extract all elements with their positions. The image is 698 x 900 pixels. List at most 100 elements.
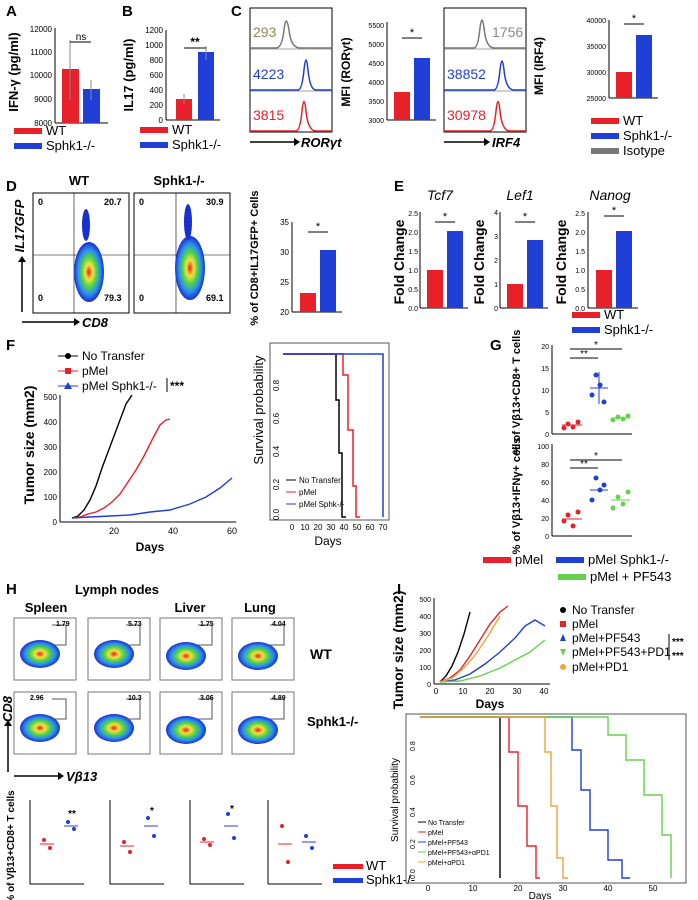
quad-val: 20.7 bbox=[104, 197, 122, 207]
tick: 0.8 bbox=[272, 379, 281, 391]
arrow-right-icon bbox=[484, 138, 490, 146]
tick: 30 bbox=[513, 687, 522, 696]
flow-val: 3.06 bbox=[200, 695, 214, 702]
panel-c-mfi-ror-bar-ko bbox=[414, 58, 430, 120]
tick: 0.4 bbox=[272, 445, 281, 457]
panel-f-surv-legend: No Transfer bbox=[299, 476, 341, 485]
panel-i-legend: pMel+PD1 bbox=[572, 660, 629, 674]
panel-d-flow-wt-density bbox=[74, 242, 104, 302]
panel-e-lef1-bar-wt bbox=[507, 284, 523, 308]
tick: 30 bbox=[327, 523, 336, 532]
tick: 5 bbox=[545, 410, 549, 417]
panel-c-ror-ko-curve bbox=[250, 59, 332, 91]
tick: 0.5 bbox=[575, 287, 585, 294]
panel-c-ror-wt-curve bbox=[250, 100, 332, 132]
panel-e-ylabel: Fold Change bbox=[391, 219, 407, 304]
tick: 500 bbox=[44, 393, 58, 402]
panel-e: E Tcf7 Fold Change 0.0 0.5 1.0 1.5 2.0 2… bbox=[391, 178, 653, 337]
panel-e-gene-lef1: Lef1 bbox=[506, 187, 533, 203]
panel-i-curve-pd1 bbox=[439, 615, 501, 683]
panel-c-legend-ko: Sphk1-/- bbox=[623, 128, 672, 143]
tick: 0 bbox=[427, 682, 431, 689]
panel-i-curve-pf543-pd1 bbox=[439, 639, 546, 683]
tick: 40 bbox=[340, 523, 349, 532]
panel-i-ylabel: Tumor size (mm2) bbox=[390, 591, 406, 710]
panel-g-legend: pMel + PF543 bbox=[590, 569, 671, 584]
panel-letter-a: A bbox=[6, 3, 17, 20]
legend-swatch bbox=[591, 133, 619, 139]
tick: 0.0 bbox=[410, 869, 417, 879]
panel-c-mfi-ror-ticks: 3000 3500 4000 4500 5000 5500 bbox=[368, 23, 384, 125]
arrow-up-icon bbox=[18, 256, 26, 262]
panel-h-xlabel: Vβ13 bbox=[66, 769, 98, 784]
panel-h-organ: Spleen bbox=[25, 600, 68, 615]
arrow-right-icon bbox=[294, 138, 300, 146]
panel-e-nanog-sig: * bbox=[612, 205, 617, 217]
panel-i-surv-legend: pMel+PF543 bbox=[428, 840, 468, 847]
tick: 20 bbox=[541, 344, 549, 351]
panel-f: F No Transfer pMel pMel Sphk1-/- *** Tum… bbox=[6, 337, 390, 554]
panel-b-sig: ** bbox=[190, 35, 200, 49]
tick: 25000 bbox=[587, 96, 607, 103]
panel-c-irf-val: 38852 bbox=[447, 66, 486, 82]
panel-h-dot-sig: * bbox=[230, 804, 234, 815]
panel-i: I Tumor size (mm2) 0 100 200 300 400 500… bbox=[390, 581, 687, 900]
panel-e-tcf7-ticks: 0.0 0.5 1.0 1.5 2.0 2.5 bbox=[408, 211, 418, 313]
panel-c-mfi-ror-sig: * bbox=[410, 27, 415, 39]
tick: 2 bbox=[494, 258, 498, 265]
panel-letter-h: H bbox=[6, 581, 17, 598]
tick: 25 bbox=[280, 278, 289, 287]
panel-i-legend: pMel bbox=[572, 617, 598, 631]
panel-e-gene-nanog: Nanog bbox=[589, 187, 630, 203]
panel-letter-d: D bbox=[6, 178, 17, 195]
flow-val: 1.75 bbox=[200, 621, 214, 628]
tick: 80 bbox=[541, 462, 549, 469]
panel-b-legend-swatch-ko bbox=[140, 142, 168, 148]
panel-i-xlabel: Days bbox=[476, 697, 505, 711]
panel-i-surv-pf543-apd1 bbox=[420, 716, 672, 878]
panel-d-bar-wt bbox=[300, 293, 316, 312]
tick: 30000 bbox=[587, 70, 607, 77]
tick: 35000 bbox=[587, 44, 607, 51]
panel-f-legend: No Transfer bbox=[82, 349, 145, 363]
panel-d-xlabel: CD8 bbox=[82, 315, 109, 330]
tick: 35 bbox=[280, 218, 289, 227]
quad-val: 0 bbox=[38, 197, 43, 207]
legend-swatch bbox=[591, 118, 619, 124]
panel-i-curve-pf543 bbox=[439, 619, 546, 683]
legend-swatch bbox=[483, 557, 511, 563]
panel-g-bottom-sig: * bbox=[594, 451, 598, 462]
panel-b: B IL17 (pg/ml) 0 200 400 600 800 1000 12… bbox=[121, 3, 221, 152]
tick: 5000 bbox=[368, 42, 384, 49]
panel-d-col-ko: Sphk1-/- bbox=[153, 173, 204, 188]
panel-g: G % of Vβ13+CD8+ T cells 0 5 10 15 20 **… bbox=[483, 330, 671, 584]
panel-b-ticks: 0 200 400 600 800 1000 1200 bbox=[145, 26, 163, 125]
panel-i-sig: *** bbox=[672, 651, 684, 662]
panel-b-ylabel: IL17 (pg/ml) bbox=[121, 39, 136, 112]
panel-d-bar-ko bbox=[320, 250, 336, 312]
quad-val: 79.3 bbox=[104, 293, 122, 303]
tick: 1 bbox=[494, 282, 498, 289]
panel-c-legend-iso: Isotype bbox=[623, 143, 665, 158]
tick: 400 bbox=[44, 418, 58, 427]
legend-swatch bbox=[572, 312, 600, 318]
panel-b-legend-swatch-wt bbox=[140, 127, 168, 133]
panel-g-top-ticks: 0 5 10 15 20 bbox=[541, 344, 549, 439]
tick: 0 bbox=[434, 687, 439, 696]
tick: 1.5 bbox=[575, 249, 585, 256]
flow-val: 10.3 bbox=[128, 695, 142, 702]
tick: 200 bbox=[419, 648, 431, 655]
legend-swatch bbox=[333, 878, 363, 883]
panel-i-curve-pmel bbox=[439, 605, 509, 683]
tick: 2.0 bbox=[575, 230, 585, 237]
panel-g-top-sig: * bbox=[594, 340, 598, 351]
tick: 50 bbox=[649, 884, 658, 893]
panel-e-lef1-sig: * bbox=[523, 211, 528, 223]
panel-f-legend: pMel Sphk1-/- bbox=[82, 379, 157, 393]
tick: 0.0 bbox=[408, 306, 418, 313]
tick: 2.5 bbox=[408, 211, 418, 218]
tick: 40 bbox=[604, 884, 613, 893]
legend-swatch bbox=[572, 327, 600, 333]
panel-c-ror-val: 3815 bbox=[253, 107, 284, 123]
panel-i-sig: *** bbox=[672, 637, 684, 648]
